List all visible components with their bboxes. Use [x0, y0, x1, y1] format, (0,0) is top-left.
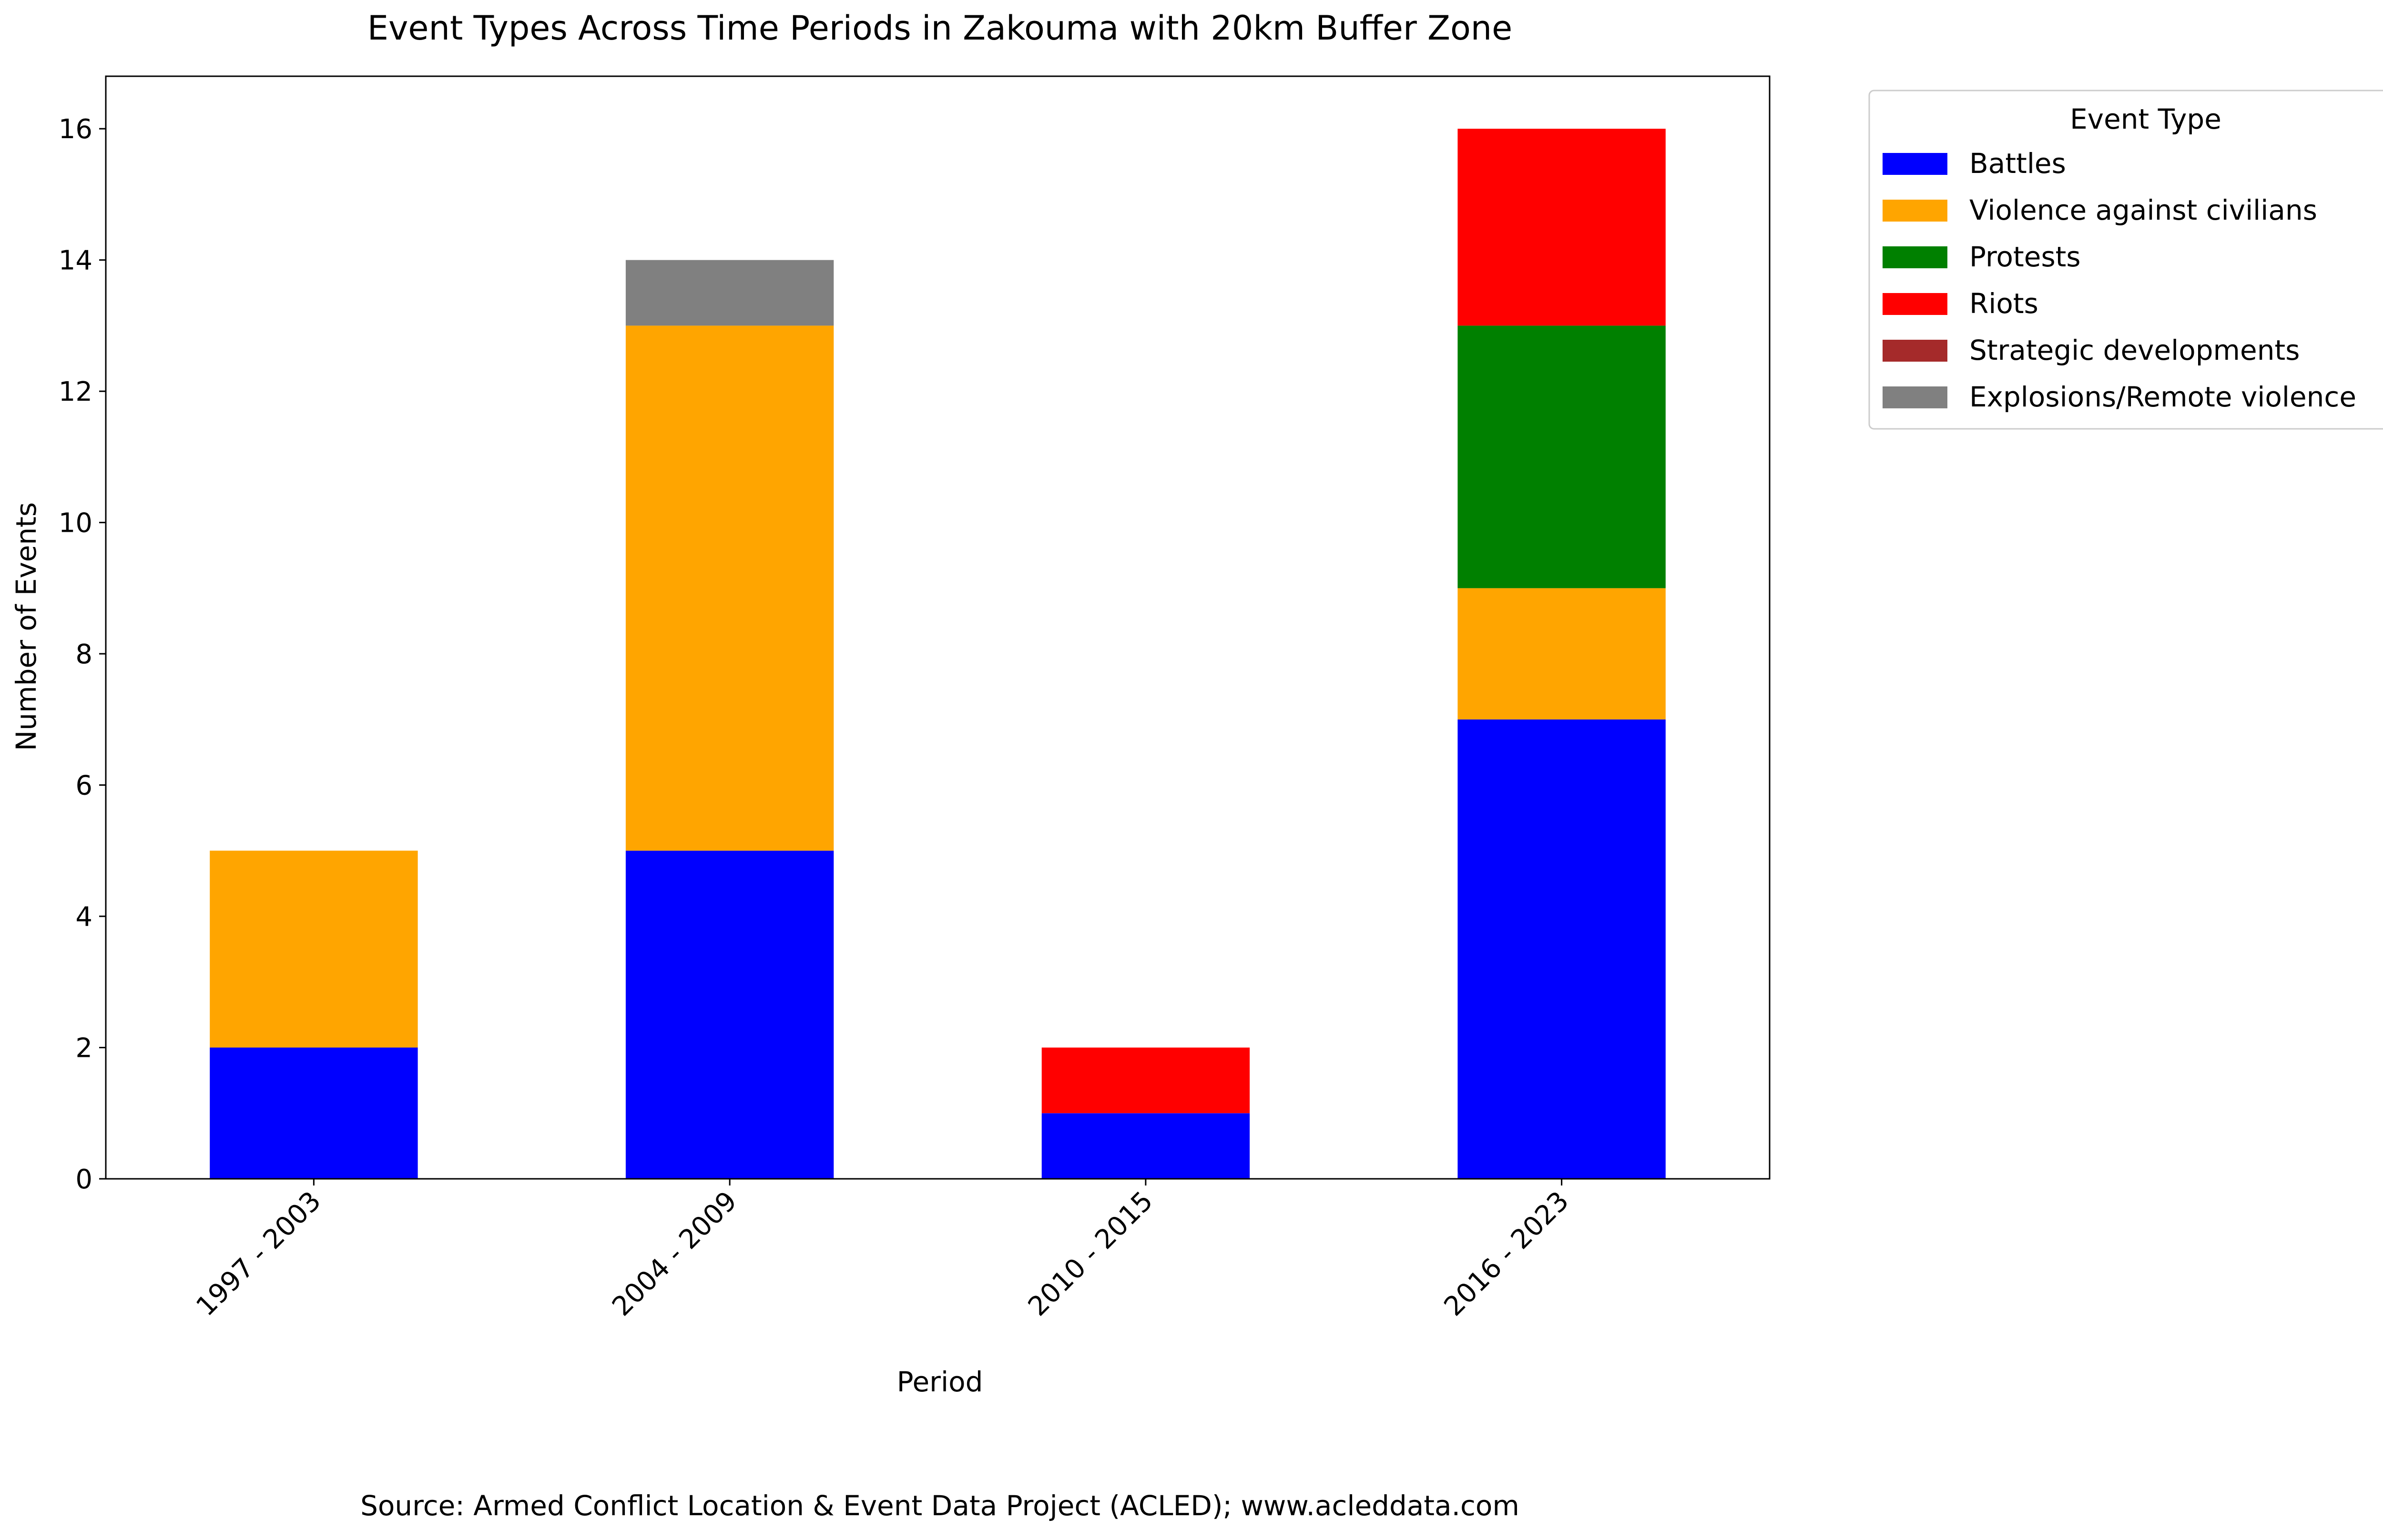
bar-battles-3	[1457, 719, 1666, 1179]
bar-violence-against-civilians-1	[625, 325, 834, 851]
bar-protests-3	[1457, 325, 1666, 588]
legend-label: Battles	[1969, 147, 2066, 180]
plot-area	[210, 129, 1666, 1179]
chart-title: Event Types Across Time Periods in Zakou…	[367, 9, 1512, 48]
y-tick-label: 2	[75, 1033, 92, 1064]
y-tick-label: 8	[75, 639, 92, 670]
legend-box	[1868, 90, 2383, 430]
bar-violence-against-civilians-0	[210, 851, 418, 1048]
bar-battles-0	[210, 1047, 418, 1179]
bar-riots-3	[1457, 129, 1666, 326]
bar-violence-against-civilians-3	[1457, 588, 1666, 719]
legend-label: Protests	[1969, 241, 2081, 273]
y-tick-label: 4	[75, 902, 92, 932]
bar-battles-1	[625, 851, 834, 1179]
legend-swatch	[1883, 293, 1947, 315]
bar-riots-2	[1041, 1047, 1250, 1114]
y-axis-label: Number of Events	[10, 502, 42, 751]
y-tick-label: 6	[75, 770, 92, 801]
legend-swatch	[1883, 153, 1947, 175]
x-axis-label: Period	[897, 1366, 983, 1398]
legend-label: Violence against civilians	[1969, 194, 2317, 226]
source-note: Source: Armed Conflict Location & Event …	[360, 1489, 1519, 1522]
legend-title: Event Type	[2070, 103, 2221, 135]
y-tick-label: 14	[59, 245, 92, 276]
legend-label: Riots	[1969, 287, 2038, 320]
y-tick-label: 0	[75, 1164, 92, 1195]
legend-label: Explosions/Remote violence	[1969, 381, 2356, 413]
y-tick-label: 16	[59, 114, 92, 145]
legend-swatch	[1883, 200, 1947, 222]
y-tick-label: 10	[59, 508, 92, 539]
legend-label: Strategic developments	[1969, 334, 2300, 366]
bar-explosions-remote-violence-1	[625, 260, 834, 326]
legend-swatch	[1883, 246, 1947, 268]
plot-frame	[105, 75, 1771, 1180]
legend-swatch	[1883, 340, 1947, 362]
y-tick-label: 12	[59, 376, 92, 407]
legend-swatch	[1883, 386, 1947, 408]
bar-battles-2	[1041, 1113, 1250, 1179]
